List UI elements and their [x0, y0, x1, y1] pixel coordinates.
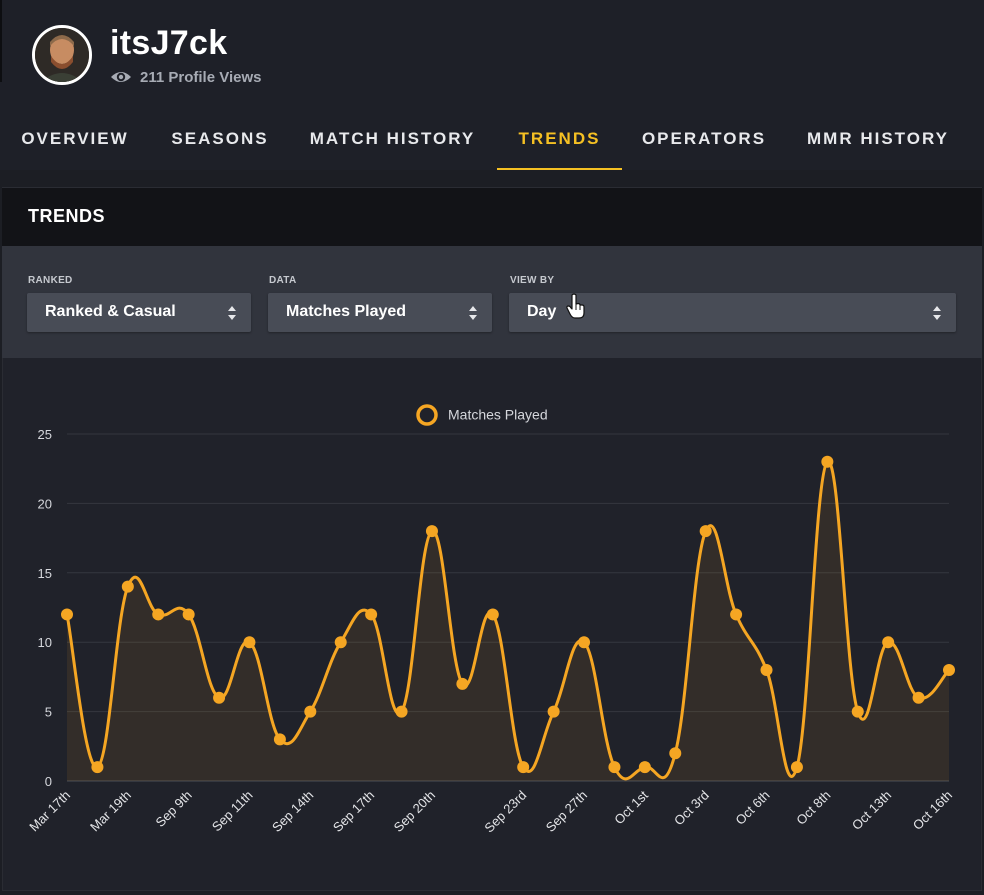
active-tab-indicator: [497, 168, 622, 170]
profile-header: [0, 0, 984, 170]
data-label: DATA: [269, 275, 297, 286]
header-edge: [0, 0, 2, 82]
view-by-select[interactable]: Day: [509, 293, 956, 332]
profile-views: 211 Profile Views: [110, 68, 261, 86]
sort-arrows-icon: [228, 306, 236, 320]
data-select[interactable]: Matches Played: [268, 293, 492, 332]
trends-panel-header: [2, 188, 982, 246]
eye-icon: [111, 72, 131, 82]
hand-pointer-icon: [566, 293, 585, 319]
profile-tabs: OVERVIEW SEASONS MATCH HISTORY TRENDS OP…: [0, 112, 984, 170]
username: itsJ7ck: [110, 24, 228, 62]
tab-match-history[interactable]: MATCH HISTORY: [309, 129, 476, 148]
tab-seasons[interactable]: SEASONS: [171, 129, 269, 148]
ranked-label: RANKED: [28, 275, 73, 286]
tab-operators[interactable]: OPERATORS: [641, 129, 767, 148]
view-by-select-value: Day: [527, 303, 557, 320]
tab-mmr-history[interactable]: MMR HISTORY: [807, 129, 949, 148]
tab-trends[interactable]: TRENDS: [518, 129, 601, 148]
ranked-select[interactable]: Ranked & Casual: [27, 293, 251, 332]
profile-views-count: 211 Profile Views: [140, 68, 262, 86]
data-select-value: Matches Played: [286, 303, 407, 320]
sort-arrows-icon: [933, 306, 941, 320]
ranked-select-value: Ranked & Casual: [45, 303, 176, 320]
tab-overview[interactable]: OVERVIEW: [21, 129, 129, 148]
avatar[interactable]: [32, 25, 92, 85]
panel-title: TRENDS: [28, 206, 106, 226]
sort-arrows-icon: [469, 306, 477, 320]
view-by-label: VIEW BY: [510, 275, 555, 286]
